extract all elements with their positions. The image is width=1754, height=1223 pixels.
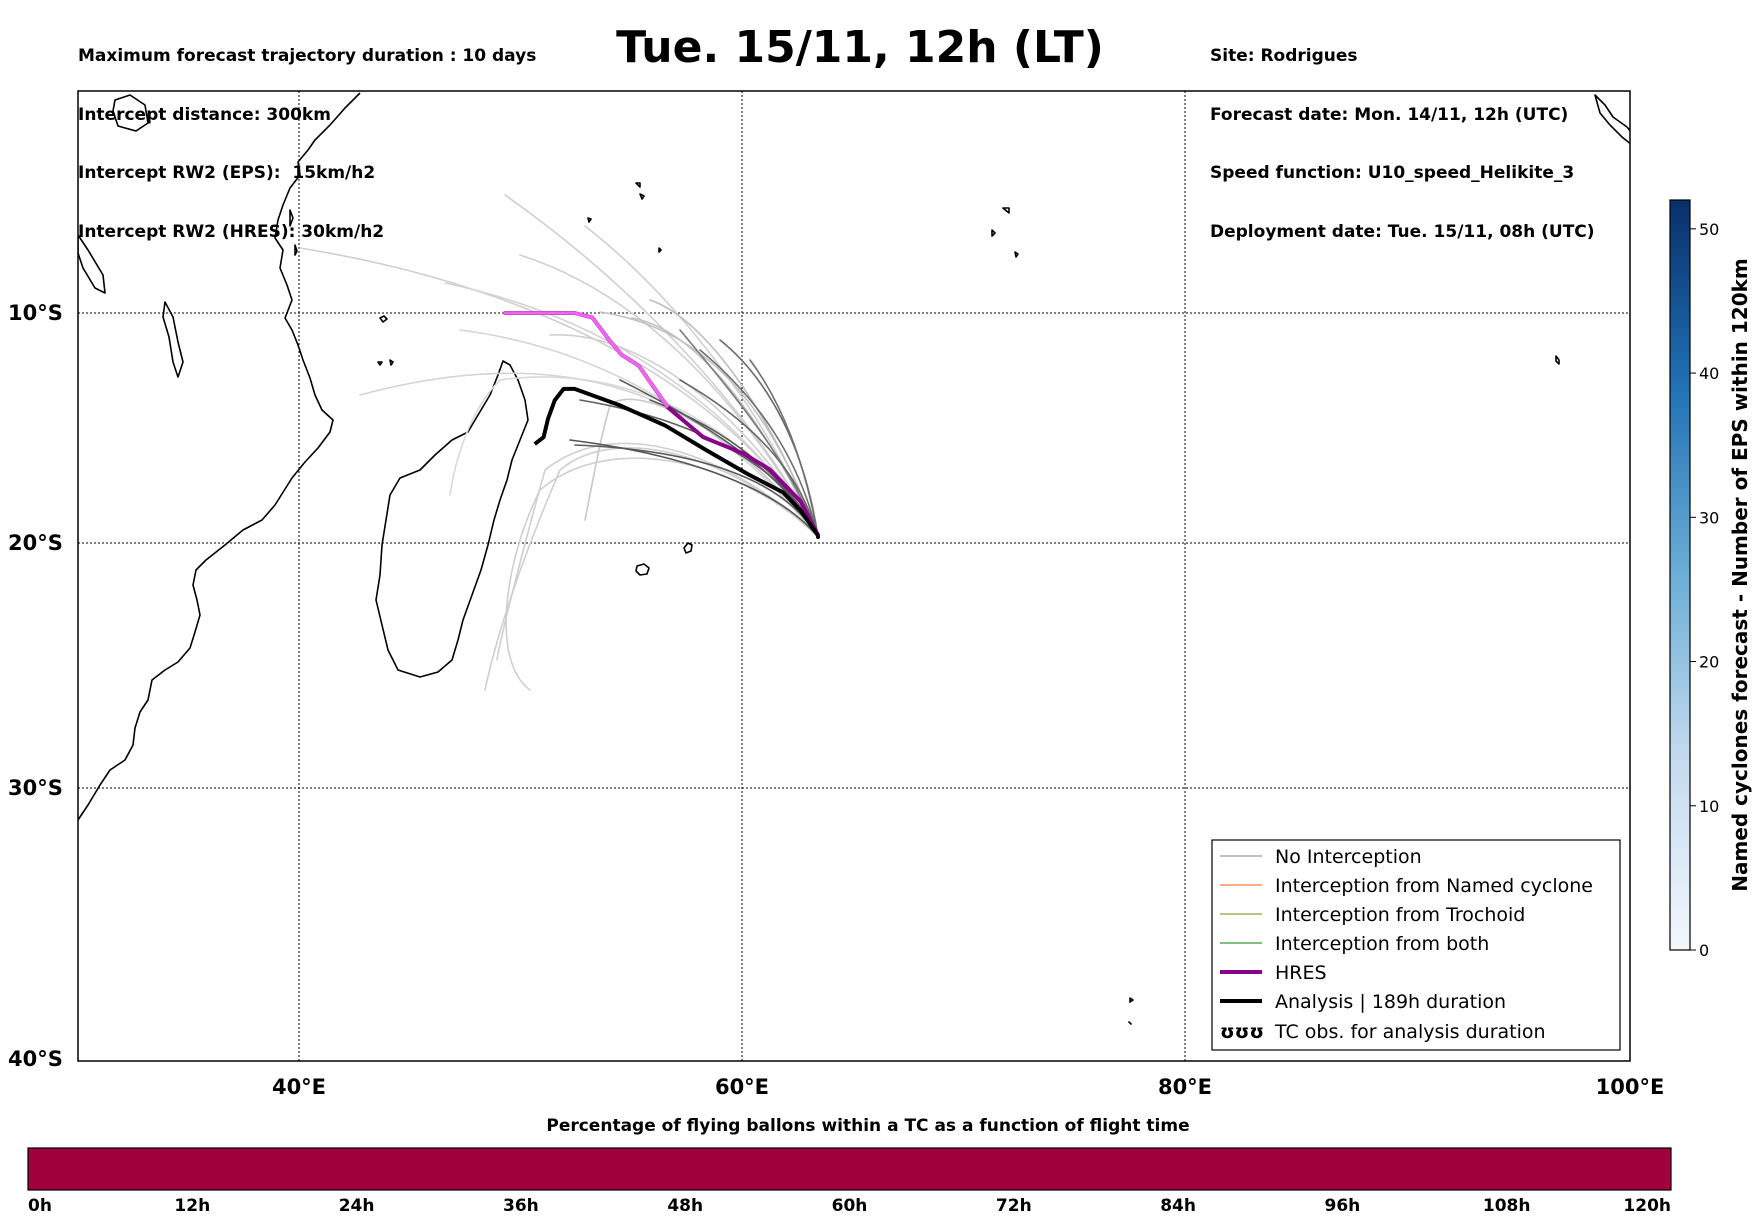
madagascar-coastline <box>375 360 529 678</box>
reunion-island <box>635 563 650 576</box>
header-left-line: Intercept distance: 300km <box>78 104 331 125</box>
page-title: Tue. 15/11, 12h (LT) <box>616 22 1104 73</box>
colorbar-tick-label: 50 <box>1699 220 1719 239</box>
colorbar: 0 10 20 30 40 50 Named cyclones forecast - Nu… <box>1669 199 1752 960</box>
colorbar-tick-label: 10 <box>1699 797 1719 816</box>
colorbar-label: Named cyclones forecast - Number of EPS … <box>1728 258 1752 892</box>
eps-trajectory <box>631 317 819 538</box>
legend-label: Interception from both <box>1275 933 1489 955</box>
coastlines <box>78 92 1630 1025</box>
lat-label-10s: 10°S <box>8 301 63 325</box>
comoros-islands <box>377 315 394 366</box>
sumatra-coastline <box>1594 94 1630 145</box>
flight-time-tick-label: 48h <box>667 1196 703 1216</box>
zanzibar-island <box>289 209 298 256</box>
header-right-line: Deployment date: Tue. 15/11, 08h (UTC) <box>1210 221 1595 242</box>
eps-trajectory <box>699 349 819 538</box>
colorbar-ticks: 0 10 20 30 40 50 <box>1690 220 1719 960</box>
flight-time-tick-label: 24h <box>339 1196 375 1216</box>
header-right-line: Site: Rodrigues <box>1210 46 1358 66</box>
eps-trajectory <box>505 457 819 691</box>
lon-label-80e: 80°E <box>1158 1075 1212 1099</box>
analysis-track <box>533 386 821 538</box>
header-left-info: Maximum forecast trajectory duration : 1… <box>78 8 536 262</box>
flight-time-tick-label: 96h <box>1325 1196 1361 1216</box>
flight-time-tick-label: 36h <box>503 1196 539 1216</box>
flight-time-tick-label: 84h <box>1160 1196 1196 1216</box>
lat-label-20s: 20°S <box>8 531 63 555</box>
lat-label-40s: 40°S <box>8 1047 63 1071</box>
map-gridlines <box>78 91 1630 1061</box>
map-frame <box>77 90 1631 1062</box>
eps-trajectory <box>459 329 819 538</box>
lat-label-30s: 30°S <box>8 776 63 800</box>
eps-trajectory <box>679 379 819 538</box>
lake-victoria <box>112 94 149 132</box>
cocos-island <box>1555 355 1560 365</box>
flight-time-tick-label: 120h <box>1623 1196 1671 1216</box>
colorbar-tick-label: 30 <box>1699 508 1719 527</box>
legend-box <box>1211 839 1621 1051</box>
header-right-info: Site: Rodrigues Forecast date: Mon. 14/1… <box>1210 8 1595 262</box>
flight-time-ticks: 0h 12h 24h 36h 48h 60h 72h 84h 96h 108h 120h <box>28 1196 1671 1216</box>
header-right-line: Forecast date: Mon. 14/11, 12h (UTC) <box>1210 104 1569 125</box>
header-right-line: Speed function: U10_speed_Helikite_3 <box>1210 163 1575 183</box>
colorbar-tick-label: 20 <box>1699 653 1719 672</box>
eps-trajectory <box>449 376 819 538</box>
flight-time-bar-fill <box>27 1147 1672 1191</box>
flight-time-tick-label: 12h <box>174 1196 210 1216</box>
seychelles-islands <box>587 182 662 253</box>
eps-trajectory <box>749 359 819 538</box>
lon-label-60e: 60°E <box>715 1075 769 1099</box>
flight-time-tick-label: 108h <box>1483 1196 1531 1216</box>
flight-time-tick-label: 60h <box>832 1196 868 1216</box>
flight-time-tick-label: 0h <box>28 1196 52 1216</box>
legend-label: HRES <box>1275 962 1327 984</box>
eps-trajectory <box>584 398 819 538</box>
header-left-line: Intercept RW2 (EPS): 15km/h2 <box>78 163 376 183</box>
legend-label: Interception from Named cyclone <box>1275 875 1593 897</box>
chagos-islands <box>991 207 1019 258</box>
lon-label-100e: 100°E <box>1596 1075 1665 1099</box>
legend: No Interception Interception from Named … <box>1211 839 1621 1051</box>
flight-time-bar-title: Percentage of flying ballons within a TC… <box>546 1116 1190 1136</box>
colorbar-tick-label: 0 <box>1699 941 1709 960</box>
hres-track-early <box>503 311 670 409</box>
amsterdam-island <box>1128 997 1134 1025</box>
lon-label-40e: 40°E <box>272 1075 326 1099</box>
africa-coastline <box>78 92 361 821</box>
legend-label: Interception from Trochoid <box>1275 904 1525 926</box>
map-axis-labels: 10°S 20°S 30°S 40°S 40°E 60°E 80°E 100°E <box>8 301 1664 1099</box>
lake-nyasa <box>162 301 184 378</box>
ensemble-trajectories <box>299 194 819 691</box>
flight-time-bar: 0h 12h 24h 36h 48h 60h 72h 84h 96h 108h 120h <box>27 1147 1672 1216</box>
legend-label: TC obs. for analysis duration <box>1274 1021 1546 1043</box>
legend-label: No Interception <box>1275 846 1422 868</box>
eps-trajectory <box>649 399 819 538</box>
flight-time-tick-label: 72h <box>996 1196 1032 1216</box>
mauritius-island <box>683 542 693 554</box>
eps-trajectory <box>484 447 819 691</box>
header-left-line: Maximum forecast trajectory duration : 1… <box>78 46 537 66</box>
eps-trajectory <box>569 439 819 538</box>
lake-tanganyika <box>78 234 106 294</box>
colorbar-gradient <box>1669 199 1691 951</box>
tc-obs-symbol-icon: ʊʊʊ <box>1220 1021 1264 1043</box>
colorbar-tick-label: 40 <box>1699 364 1719 383</box>
legend-label: Analysis | 189h duration <box>1275 991 1506 1013</box>
